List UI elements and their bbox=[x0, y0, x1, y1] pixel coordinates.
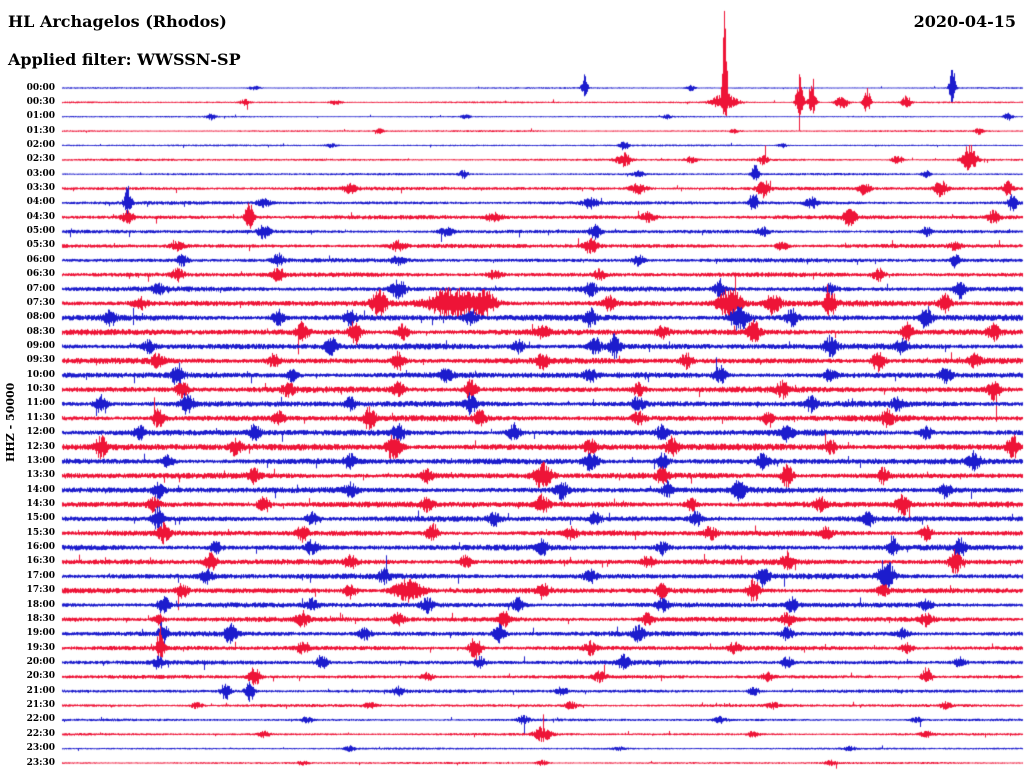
time-label: 08:30 bbox=[26, 326, 55, 337]
time-label: 15:00 bbox=[26, 513, 55, 524]
time-label: 10:00 bbox=[26, 369, 55, 380]
time-label: 12:00 bbox=[26, 427, 55, 438]
time-label: 03:00 bbox=[26, 168, 55, 179]
time-label: 21:30 bbox=[26, 700, 55, 711]
time-label: 18:30 bbox=[26, 613, 55, 624]
date-label: 2020-04-15 bbox=[913, 12, 1016, 31]
time-label: 23:30 bbox=[26, 757, 55, 768]
applied-filter-label: Applied filter: WWSSN-SP bbox=[8, 50, 241, 69]
time-label: 13:30 bbox=[26, 470, 55, 481]
time-axis: 00:00 00:30 01:00 01:30 02:00 02:30 03:00 03:30… bbox=[0, 0, 57, 780]
time-label: 21:00 bbox=[26, 685, 55, 696]
time-label: 12:30 bbox=[26, 441, 55, 452]
time-label: 14:00 bbox=[26, 484, 55, 495]
time-label: 07:30 bbox=[26, 297, 55, 308]
time-label: 01:00 bbox=[26, 111, 55, 122]
time-label: 17:30 bbox=[26, 585, 55, 596]
time-label: 08:00 bbox=[26, 312, 55, 323]
time-label: 18:00 bbox=[26, 599, 55, 610]
time-label: 04:00 bbox=[26, 197, 55, 208]
time-label: 16:30 bbox=[26, 556, 55, 567]
time-label: 17:00 bbox=[26, 570, 55, 581]
time-label: 06:00 bbox=[26, 254, 55, 265]
time-label: 14:30 bbox=[26, 498, 55, 509]
time-label: 09:30 bbox=[26, 355, 55, 366]
time-label: 04:30 bbox=[26, 211, 55, 222]
time-label: 13:00 bbox=[26, 455, 55, 466]
time-label: 11:00 bbox=[26, 398, 55, 409]
time-label: 02:30 bbox=[26, 154, 55, 165]
time-label: 00:00 bbox=[26, 82, 55, 93]
time-label: 02:00 bbox=[26, 139, 55, 150]
time-label: 05:30 bbox=[26, 240, 55, 251]
time-label: 19:30 bbox=[26, 642, 55, 653]
time-label: 22:30 bbox=[26, 728, 55, 739]
time-label: 22:00 bbox=[26, 714, 55, 725]
time-label: 01:30 bbox=[26, 125, 55, 136]
time-label: 23:00 bbox=[26, 743, 55, 754]
time-label: 07:00 bbox=[26, 283, 55, 294]
station-title: HL Archagelos (Rhodos) bbox=[8, 12, 227, 31]
time-label: 16:00 bbox=[26, 542, 55, 553]
time-label: 15:30 bbox=[26, 527, 55, 538]
time-label: 03:30 bbox=[26, 183, 55, 194]
time-label: 06:30 bbox=[26, 269, 55, 280]
time-label: 09:00 bbox=[26, 341, 55, 352]
time-label: 19:00 bbox=[26, 628, 55, 639]
time-label: 11:30 bbox=[26, 412, 55, 423]
time-label: 00:30 bbox=[26, 96, 55, 107]
time-label: 20:00 bbox=[26, 656, 55, 667]
time-label: 05:00 bbox=[26, 226, 55, 237]
time-label: 10:30 bbox=[26, 384, 55, 395]
time-label: 20:30 bbox=[26, 671, 55, 682]
